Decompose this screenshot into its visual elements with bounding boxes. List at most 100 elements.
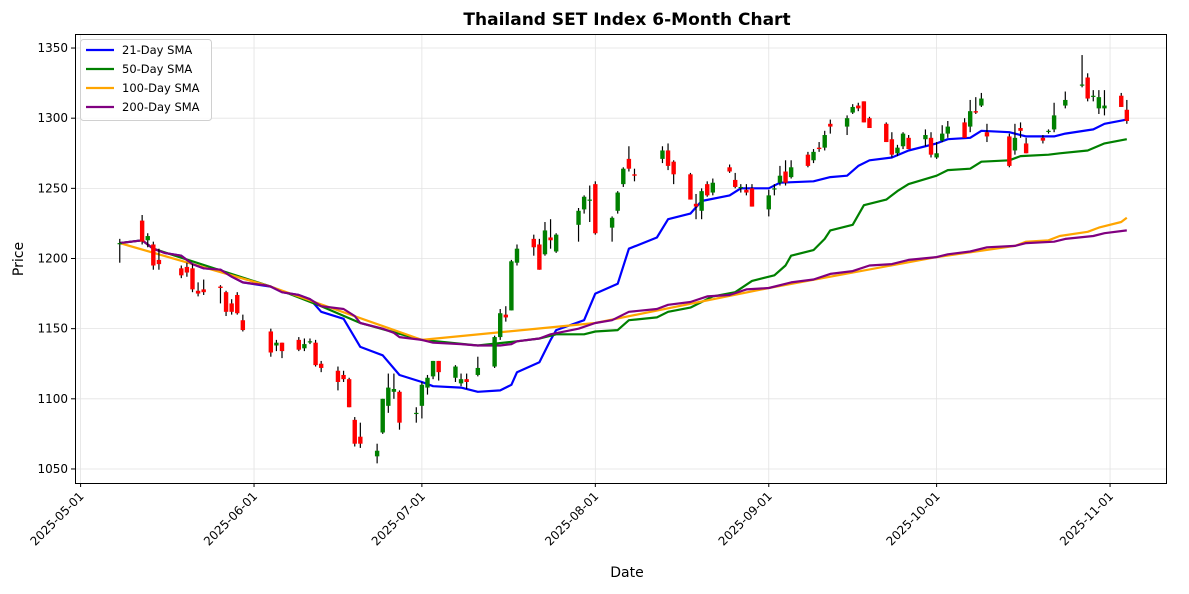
candle [430,360,436,380]
y-tick-label: 1350 [37,41,68,55]
candle-body-down [665,150,671,166]
candle [1124,99,1130,124]
candle-body-down [693,203,699,207]
candle-body-down [805,154,811,166]
candle [414,407,419,423]
y-tick-label: 1300 [37,111,68,125]
candle [475,356,481,377]
candle-body-down [973,111,978,113]
candle [274,339,279,352]
candle-body-down [889,139,895,155]
candle [514,244,520,266]
candle-body-down [749,188,755,207]
candle [391,373,397,399]
candle-body-up [145,236,150,241]
legend-item-sma21: 21-Day SMA [86,43,192,57]
candle [609,216,615,242]
x-tick-label: 2025-10-01 [884,489,943,548]
sma-line-200 [119,229,1127,347]
candle-body-down [727,167,732,172]
candle-body-up [1063,99,1068,106]
candle-body-down [346,379,352,408]
candle-body-down [783,171,788,183]
candle [1046,129,1051,134]
candle-body-up [934,153,939,158]
candle [967,99,973,133]
candle-body-up [1102,105,1107,109]
candle-body-down [1124,109,1130,121]
candle [374,443,380,464]
candle [117,238,122,263]
candle-body-up [1051,115,1057,130]
candles [117,55,1130,464]
candle-body-up [609,217,615,228]
candle-body-up [453,366,458,378]
candle-body-down [223,292,229,312]
candle-body-down [593,184,598,234]
candle [380,398,385,434]
plot-frame [75,34,1167,484]
candle-body-down [1023,143,1029,154]
candle-body-down [861,101,867,123]
candle-body-down [139,220,145,242]
candle [1079,55,1085,88]
candle-body-up [1091,95,1096,97]
candle [923,129,928,147]
candle-body-up [699,191,704,211]
candle [1018,122,1023,138]
candle-body-down [688,174,693,200]
candle-body-down [1119,95,1124,107]
candle [542,222,548,256]
candle-body-down [1040,137,1046,141]
candle-body-down [962,122,967,138]
candle [693,193,699,220]
y-tick-label: 1150 [37,322,68,336]
candle-body-down [352,419,357,444]
legend-item-sma200: 200-Day SMA [86,100,200,114]
candle-body-up [710,182,716,193]
candle [856,102,861,112]
y-axis: 1050 1100 1150 1200 1250 1300 1350 [37,41,75,476]
candle-body-down [235,294,240,314]
candle-body-down [705,184,710,196]
candle [341,370,346,382]
candle-body-down [151,244,156,266]
candle [151,241,156,270]
candle-body-up [660,150,665,159]
candle-body-down [906,137,911,150]
candle-body-down [464,379,469,382]
candle-body-down [190,268,195,290]
candle [962,118,967,138]
sma-lines [119,118,1128,393]
candle-body-down [201,289,206,293]
candle [1040,135,1046,144]
candle [313,339,318,367]
candle [498,309,503,340]
legend-label: 200-Day SMA [122,100,200,114]
candle-body-up [940,133,945,141]
candle [548,219,553,249]
candle [738,184,743,193]
candle-body-up [777,175,783,183]
legend-label: 100-Day SMA [122,81,200,95]
candle [296,337,301,352]
candle-body-up [386,387,391,406]
candle-body-down [179,268,184,276]
legend: 21-Day SMA 50-Day SMA 100-Day SMA 200-Da… [80,39,212,121]
x-tick-label: 2025-06-01 [201,489,260,548]
candle [895,144,900,157]
candle-body-up [514,248,520,263]
candle-body-down [341,374,346,380]
candle-body-down [531,238,536,248]
legend-label: 21-Day SMA [122,43,192,57]
candle-body-down [928,137,934,155]
candle [1023,137,1029,154]
candle-body-down [503,314,509,318]
candle-body-down [218,286,223,288]
candle [861,101,867,123]
candle [777,165,783,186]
candle-body-up [117,243,122,245]
candle-body-down [537,244,542,270]
candle [581,195,587,214]
